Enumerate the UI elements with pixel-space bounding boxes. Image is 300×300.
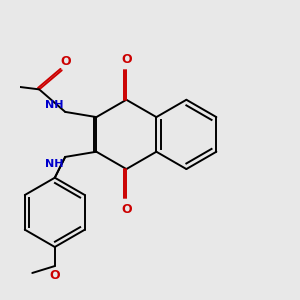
Text: O: O — [121, 203, 132, 216]
Text: NH: NH — [45, 100, 64, 110]
Text: O: O — [121, 53, 132, 66]
Text: NH: NH — [45, 159, 64, 169]
Text: O: O — [60, 55, 70, 68]
Text: O: O — [50, 269, 60, 282]
